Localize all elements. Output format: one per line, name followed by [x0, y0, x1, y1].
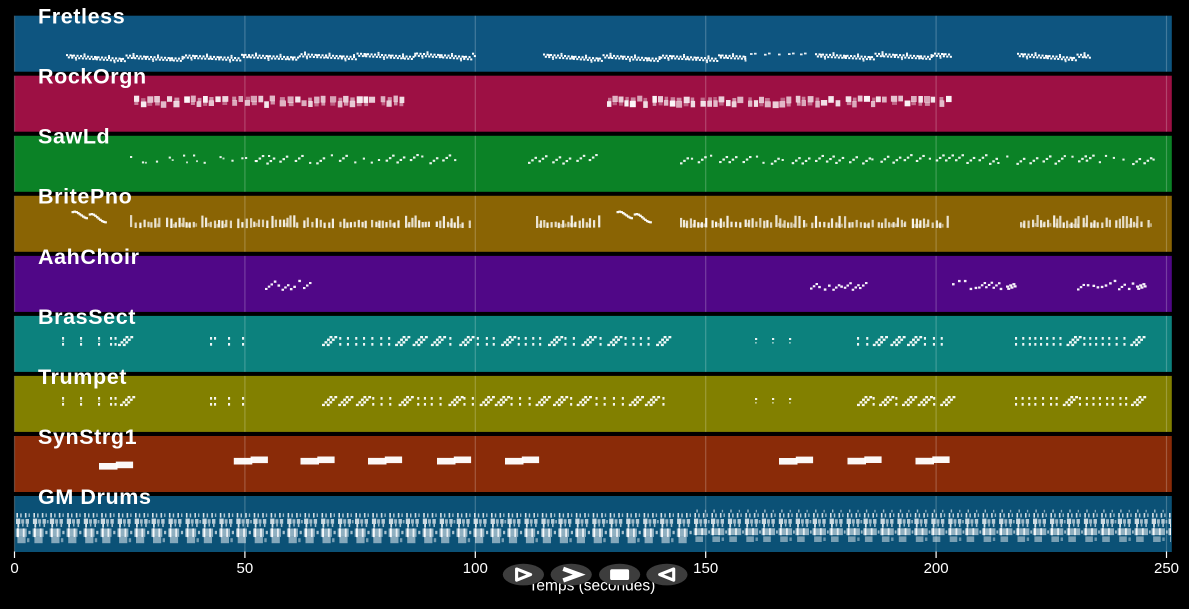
- svg-text:50: 50: [237, 560, 254, 577]
- svg-text:SynStrg1: SynStrg1: [38, 425, 137, 449]
- svg-text:BrasSect: BrasSect: [38, 305, 136, 329]
- svg-text:GM Drums: GM Drums: [38, 485, 152, 509]
- svg-text:RockOrgn: RockOrgn: [38, 65, 147, 89]
- svg-text:Fretless: Fretless: [38, 5, 125, 29]
- svg-text:150: 150: [693, 560, 718, 577]
- svg-text:0: 0: [10, 560, 18, 577]
- svg-text:200: 200: [924, 560, 949, 577]
- svg-text:BritePno: BritePno: [38, 185, 132, 209]
- svg-text:AahChoir: AahChoir: [38, 245, 140, 269]
- svg-text:Trumpet: Trumpet: [38, 365, 127, 389]
- svg-text:SawLd: SawLd: [38, 125, 110, 149]
- svg-text:100: 100: [463, 560, 488, 577]
- svg-text:250: 250: [1154, 560, 1179, 577]
